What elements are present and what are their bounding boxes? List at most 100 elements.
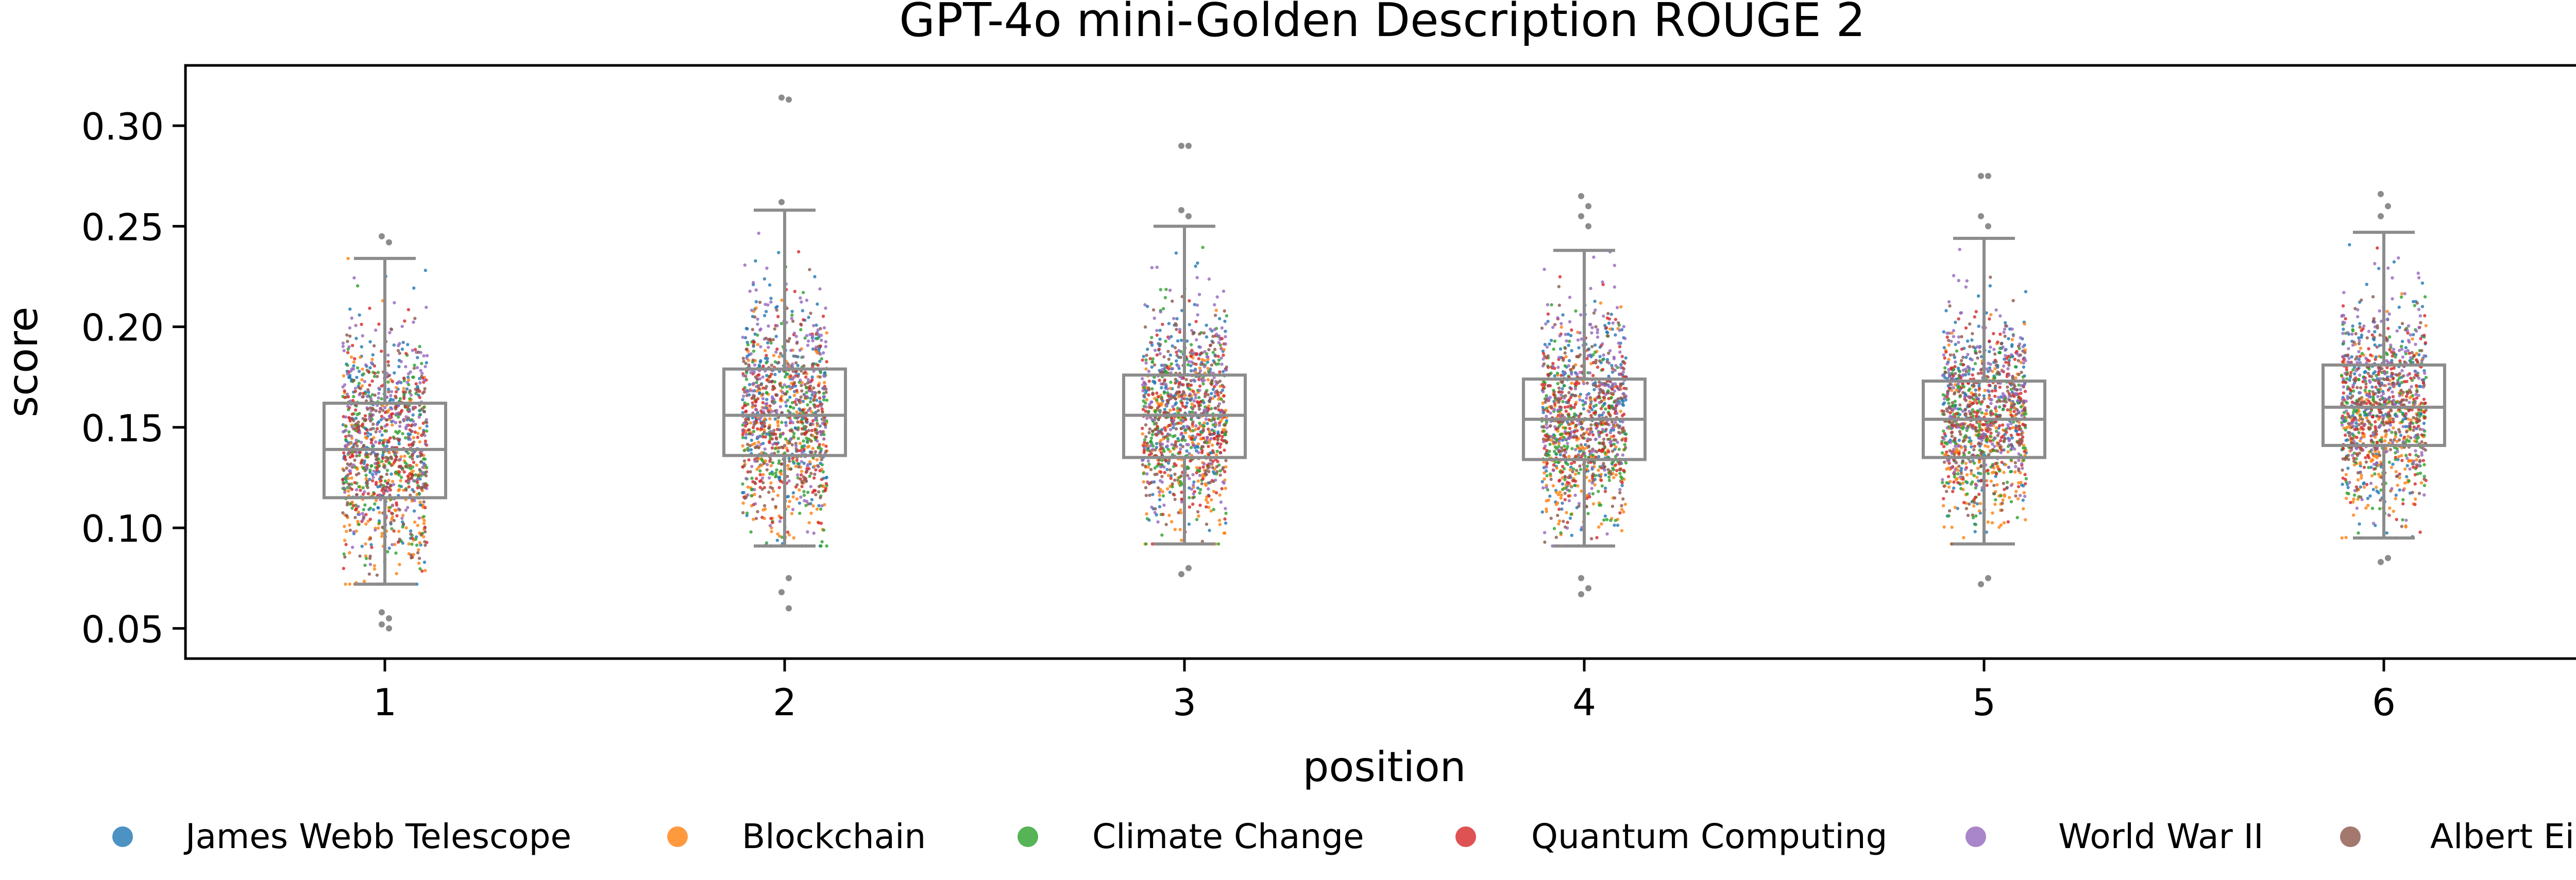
strip-point xyxy=(1198,424,1202,428)
strip-point xyxy=(1172,426,1175,429)
strip-point xyxy=(1601,427,1604,432)
strip-point xyxy=(1594,437,1598,441)
strip-point xyxy=(1171,367,1175,371)
strip-point xyxy=(2021,375,2025,379)
strip-point xyxy=(362,443,365,447)
strip-point xyxy=(368,340,372,343)
strip-point xyxy=(754,446,757,450)
strip-point xyxy=(808,474,811,478)
strip-point xyxy=(1557,356,1561,359)
strip-point xyxy=(1620,504,1623,508)
strip-point xyxy=(1155,472,1159,476)
strip-point xyxy=(1558,478,1562,482)
strip-point xyxy=(390,407,394,411)
strip-point xyxy=(344,435,348,438)
strip-point xyxy=(1174,397,1177,401)
strip-point xyxy=(1192,480,1196,484)
strip-point xyxy=(1588,371,1592,375)
strip-point xyxy=(408,389,412,393)
strip-point xyxy=(824,425,827,429)
strip-point xyxy=(1192,390,1195,393)
strip-point xyxy=(365,394,369,399)
strip-point xyxy=(744,418,748,421)
strip-point xyxy=(1147,431,1151,435)
strip-point xyxy=(1145,353,1148,357)
strip-point xyxy=(741,436,745,439)
strip-point xyxy=(1161,370,1165,374)
strip-point xyxy=(1172,446,1175,450)
strip-point xyxy=(397,489,400,492)
strip-point xyxy=(1191,429,1195,433)
strip-point xyxy=(1561,438,1565,442)
strip-point xyxy=(1146,348,1149,351)
strip-point xyxy=(1591,447,1595,451)
strip-point xyxy=(422,515,426,519)
strip-point xyxy=(752,343,755,347)
strip-point xyxy=(801,290,805,295)
strip-point xyxy=(1561,488,1565,491)
strip-point xyxy=(364,522,368,526)
strip-point xyxy=(1976,294,1980,298)
strip-point xyxy=(792,435,795,438)
strip-point xyxy=(386,410,389,414)
strip-point xyxy=(784,421,788,424)
strip-point xyxy=(1208,400,1212,404)
strip-point xyxy=(1587,461,1590,464)
strip-point xyxy=(761,401,765,405)
strip-point xyxy=(1164,459,1168,463)
strip-point xyxy=(398,464,401,468)
strip-point xyxy=(1606,438,1610,441)
strip-point xyxy=(1561,387,1564,391)
strip-point xyxy=(750,494,754,497)
strip-point xyxy=(420,569,424,573)
strip-point xyxy=(377,420,381,424)
strip-point xyxy=(1150,365,1154,369)
strip-point xyxy=(1559,393,1563,397)
strip-point xyxy=(359,440,363,444)
strip-point xyxy=(1174,377,1177,381)
strip-point xyxy=(403,319,406,323)
strip-point xyxy=(747,458,751,462)
strip-point xyxy=(1586,437,1590,441)
strip-point xyxy=(398,351,401,355)
strip-point xyxy=(1160,475,1164,478)
strip-point xyxy=(363,579,366,583)
strip-point xyxy=(1573,493,1577,497)
strip-point xyxy=(806,530,809,534)
strip-point xyxy=(1611,385,1615,388)
strip-point xyxy=(421,471,425,474)
strip-point xyxy=(812,476,816,480)
strip-point xyxy=(1206,467,1210,470)
strip-point xyxy=(2022,443,2026,447)
strip-point xyxy=(1624,446,1628,450)
strip-point xyxy=(792,375,796,379)
strip-point xyxy=(783,375,787,378)
strip-point xyxy=(1198,491,1201,495)
strip-point xyxy=(370,545,374,549)
strip-point xyxy=(1594,474,1598,477)
strip-point xyxy=(767,490,771,494)
strip-point xyxy=(1218,493,1222,497)
strip-point xyxy=(743,390,747,394)
strip-point xyxy=(1593,483,1597,487)
strip-point xyxy=(748,383,752,386)
strip-point xyxy=(765,354,768,357)
strip-point xyxy=(1191,496,1195,499)
strip-point xyxy=(1585,396,1588,400)
strip-point xyxy=(351,545,354,549)
strip-point xyxy=(423,457,427,461)
strip-point xyxy=(1166,461,1171,465)
strip-point xyxy=(1166,447,1170,451)
strip-point xyxy=(1163,428,1167,432)
strip-point xyxy=(402,395,406,399)
strip-point xyxy=(1552,463,1556,467)
strip-point xyxy=(795,458,799,462)
strip-point xyxy=(341,341,345,345)
strip-point xyxy=(746,446,750,450)
strip-point xyxy=(413,364,416,367)
strip-point xyxy=(395,386,398,390)
strip-point xyxy=(1211,479,1215,484)
strip-point xyxy=(818,469,822,473)
strip-point xyxy=(821,410,824,414)
